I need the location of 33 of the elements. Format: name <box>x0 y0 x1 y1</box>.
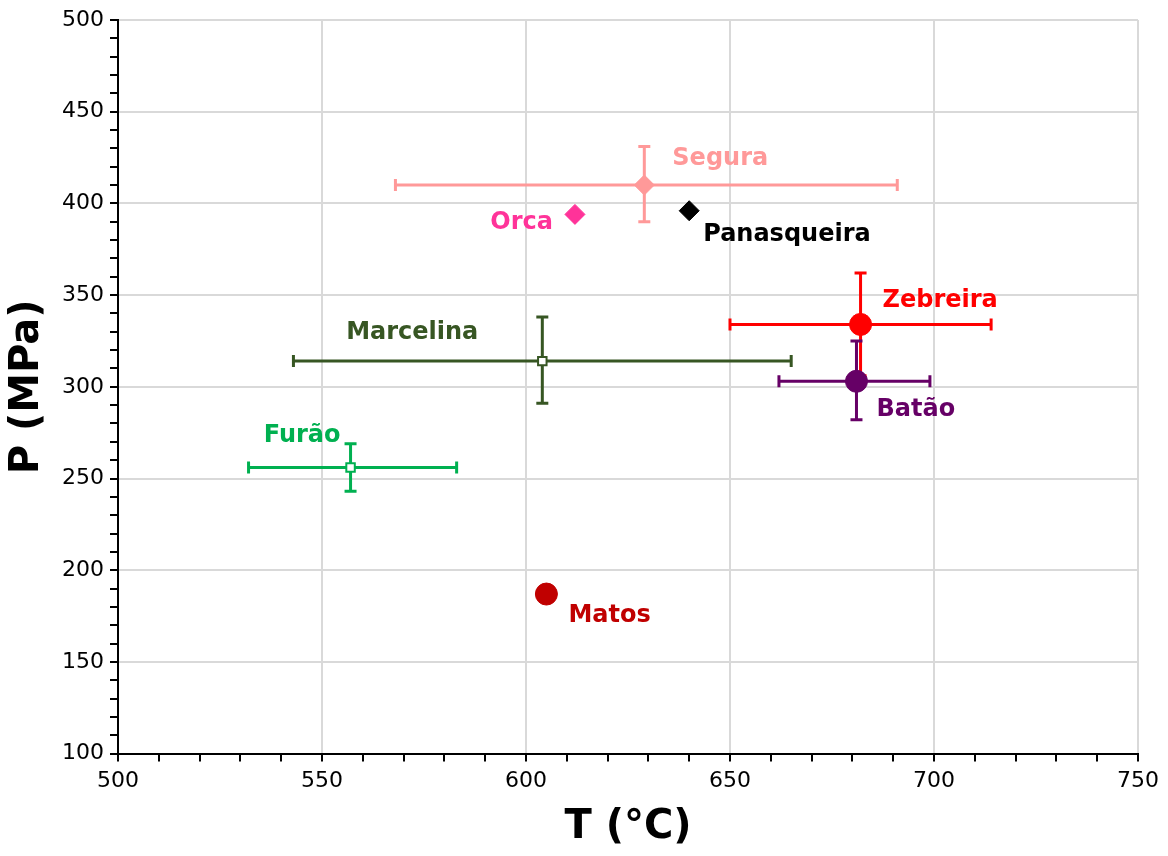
x-axis-title: T (°C) <box>564 801 692 848</box>
y-tick-label: 200 <box>61 555 104 581</box>
series-label: Orca <box>490 206 553 235</box>
x-tick-label: 750 <box>1117 766 1159 792</box>
y-tick-label: 400 <box>61 189 104 215</box>
point <box>345 462 356 473</box>
y-tick-label: 300 <box>61 372 104 398</box>
point <box>537 355 548 367</box>
x-tick-label: 550 <box>300 766 343 792</box>
x-tick-label: 500 <box>96 766 139 792</box>
point <box>844 369 868 393</box>
series-label: Zebreira <box>882 284 998 313</box>
y-axis-title: P (MPa) <box>1 299 48 475</box>
y-tick-label: 100 <box>61 739 104 765</box>
series-label: Furão <box>263 419 341 448</box>
point <box>849 312 873 336</box>
point <box>534 582 558 606</box>
y-tick-label: 500 <box>61 5 104 31</box>
y-tick-label: 150 <box>61 647 104 673</box>
point <box>678 200 700 222</box>
x-tick-label: 700 <box>913 766 955 792</box>
y-tick-label: 250 <box>61 464 104 490</box>
y-tick-label: 450 <box>61 97 104 123</box>
point <box>564 203 586 225</box>
series-label: Panasqueira <box>703 218 871 247</box>
x-tick-label: 600 <box>504 766 547 792</box>
text: Marcelina <box>346 317 479 346</box>
y-tick-label: 350 <box>61 280 104 306</box>
x-tick-label: 650 <box>709 766 751 792</box>
point <box>633 174 655 196</box>
series-label: Batão <box>876 393 956 422</box>
series-label: Matos <box>568 600 651 629</box>
series-label: Segura <box>672 143 769 172</box>
